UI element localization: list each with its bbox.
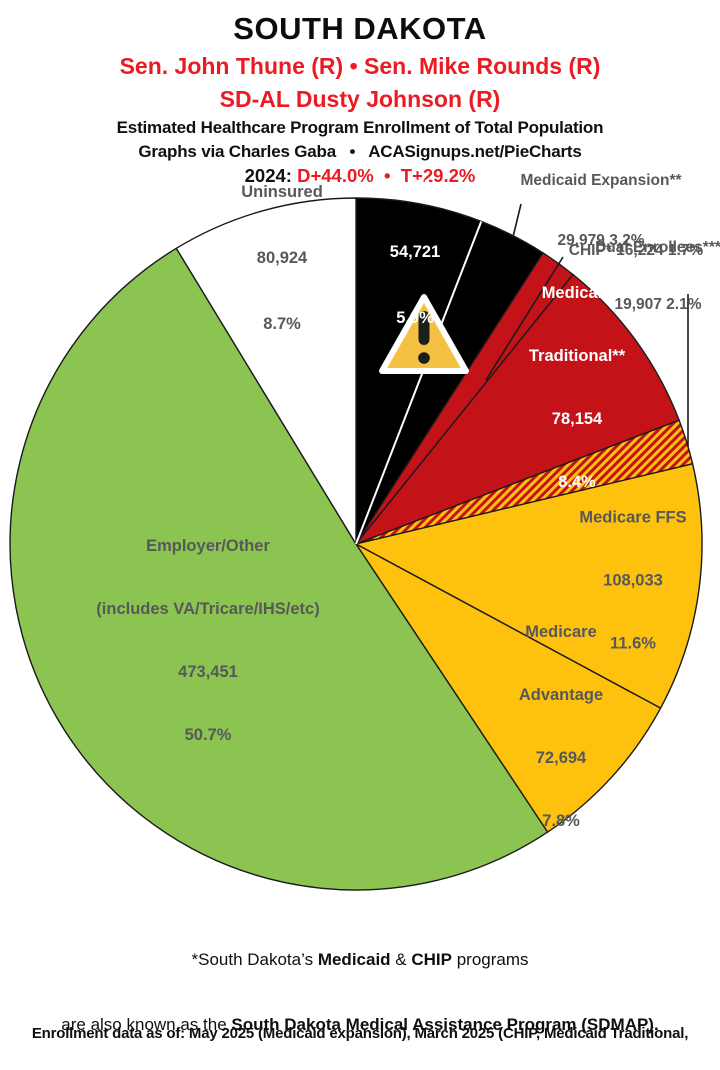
representative-line: SD-AL Dusty Johnson (R) [219, 86, 501, 112]
footnote-secondary: Enrollment data as of: May 2025 (Medicai… [0, 986, 720, 1070]
credit-line: Graphs via Charles Gaba • ACASignups.net… [138, 142, 582, 161]
page-title: SOUTH DAKOTA [233, 11, 487, 46]
text-segment: T+29.2% [400, 165, 476, 186]
text-segment: • [373, 165, 401, 186]
text-segment: South Dakota Medical Assistance Program … [231, 1014, 659, 1034]
label-line: Employer/Other [146, 537, 270, 555]
pie-slice-medicaid-traditional [355, 273, 680, 545]
label-line: 29,979 3.2% [557, 232, 645, 249]
warning-icon [379, 294, 469, 374]
text-segment: Medicaid [317, 950, 391, 969]
footnote-line: Enrollment data as of: May 2025 (Medicai… [31, 1025, 689, 1042]
label-line: Traditional** [528, 347, 626, 365]
pie-slice-medicare-ffs [355, 463, 703, 709]
chart-subtitle: Estimated Healthcare Program Enrollment … [116, 118, 604, 137]
footnote-primary: *South Dakota’s Medicaid & CHIP programs… [0, 906, 720, 1070]
warning-exclamation-dot [418, 352, 430, 364]
senators-line: Sen. John Thune (R) • Sen. Mike Rounds (… [119, 53, 601, 79]
callout-line-medicaid-expansion [512, 203, 522, 238]
slice-label-aca: ACA 54,721 5.9% [390, 131, 440, 373]
label-line: ACA [397, 177, 433, 195]
text-segment: D+44.0% [297, 165, 374, 186]
label-line: 7.8% [542, 812, 580, 830]
callout-line-chip [485, 256, 564, 381]
label-line: 80,924 [256, 249, 308, 267]
slice-label-medicare-ffs: Medicare FFS 108,033 11.6% [579, 466, 686, 697]
pie-slice-employer-other [9, 247, 549, 891]
slice-label-dual-enrollees: Dual Enrollees*** 19,907 2.1% [595, 200, 720, 352]
label-line: 108,033 [603, 571, 663, 590]
label-line: 11.6% [610, 634, 656, 653]
slice-label-uninsured: Uninsured 80,924 8.7% [241, 137, 323, 379]
text-segment: 2024: [244, 165, 298, 186]
label-line: 50.7% [184, 726, 232, 744]
pie-slice-uninsured [175, 197, 357, 545]
slice-label-chip: CHIP* 16,224 1.7% [569, 201, 703, 301]
label-line: 72,694 [535, 749, 587, 767]
label-line: Dual Enrollees*** [595, 239, 720, 256]
footnote-line: *South Dakota’s Medicaid & CHIP programs [0, 949, 720, 971]
slice-label-employer-other: Employer/Other (includes VA/Tricare/IHS/… [96, 494, 319, 788]
label-line: (includes VA/Tricare/IHS/etc) [96, 600, 320, 618]
divider-aca-expansion [355, 221, 483, 545]
slice-label-medicaid-expansion: Medicaid Expansion** 29,979 3.2% [520, 131, 681, 291]
label-line: 8.7% [263, 315, 301, 333]
pie-slice-medicare-advantage [355, 543, 662, 833]
text-segment: are also known as the [61, 1014, 232, 1034]
label-line: 5.9% [396, 309, 434, 327]
text-segment: programs [451, 950, 529, 969]
label-line: Medicare FFS [579, 508, 687, 527]
label-line: 8.4% [558, 473, 596, 491]
footnote-line: are also known as the South Dakota Medic… [0, 1014, 720, 1036]
text-segment: CHIP [411, 950, 452, 969]
label-line: 54,721 [389, 243, 441, 261]
label-line: Medicaid Expansion** [520, 172, 682, 189]
label-line: 19,907 2.1% [614, 296, 702, 313]
label-line: Medicare [525, 623, 597, 641]
label-line: 473,451 [178, 663, 238, 681]
label-line: Medicaid [541, 284, 613, 302]
text-segment: & [390, 950, 412, 969]
slice-label-medicaid-traditional: Medicaid Traditional** 78,154 8.4% [529, 241, 625, 535]
label-line: 78,154 [551, 410, 603, 428]
label-line: Advantage [518, 686, 604, 704]
slice-label-medicare-advantage: Medicare Advantage 72,694 7.8% [519, 580, 603, 874]
text-segment: *South Dakota’s [191, 950, 318, 969]
warning-exclamation-bar [418, 311, 430, 345]
label-line: CHIP* 16,224 1.7% [568, 242, 704, 259]
callout-lines [355, 203, 689, 545]
label-line: Uninsured [241, 183, 323, 201]
partisan-lean-line: 2024: D+44.0% • T+29.2% [0, 164, 720, 188]
